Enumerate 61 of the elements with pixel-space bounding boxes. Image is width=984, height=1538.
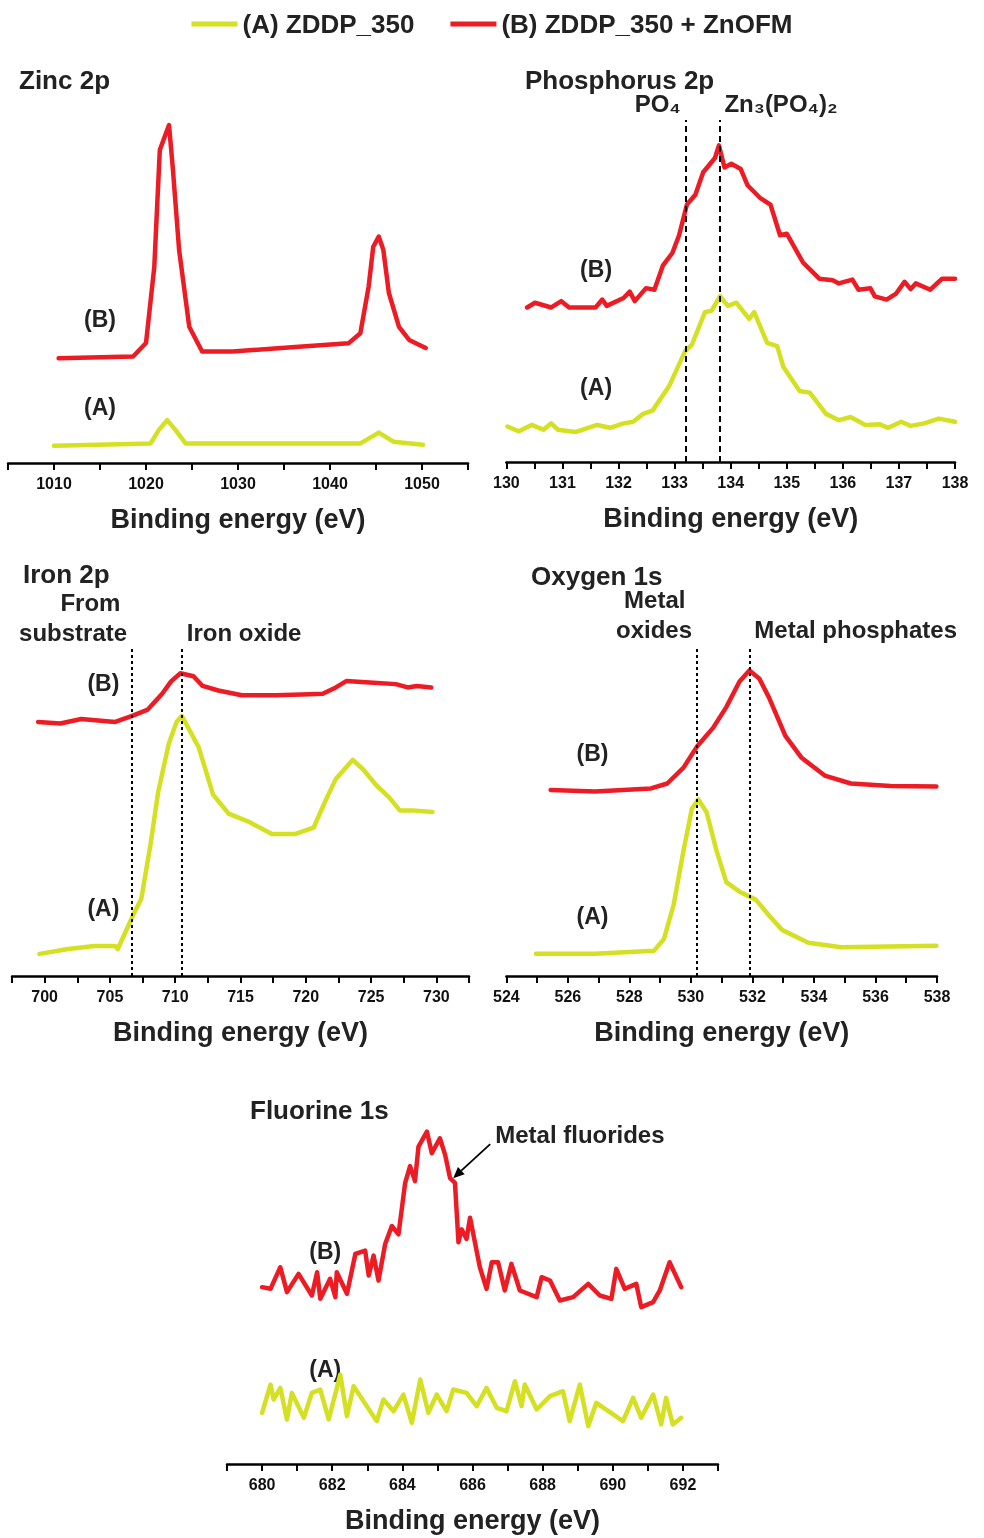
annotation: (A) [576, 902, 609, 929]
x-tick-label: 131 [549, 473, 576, 491]
x-tick-label: 1020 [128, 474, 164, 492]
x-tick-label: 130 [493, 473, 520, 491]
annotation: (B) [576, 740, 609, 767]
x-tick-label: 1050 [404, 474, 440, 492]
annotation: (A) [580, 374, 613, 401]
x-tick-label: 725 [357, 987, 385, 1005]
ref-line-label: Metal phosphates [754, 615, 958, 643]
x-tick-label: 690 [599, 1475, 627, 1493]
x-tick-label: 138 [941, 473, 969, 491]
x-tick-label: 532 [739, 987, 766, 1005]
ref-line-label: Iron oxide [186, 618, 302, 646]
x-axis-title: Binding energy (eV) [594, 1016, 850, 1047]
x-axis-title: Binding energy (eV) [110, 503, 366, 534]
x-axis-title: Binding energy (eV) [112, 1016, 369, 1047]
x-tick-label: 720 [292, 987, 320, 1005]
x-tick-label: 137 [885, 473, 913, 491]
ref-line-label: From substrate [19, 588, 128, 646]
legend-label: (A) ZDDP_350 [242, 9, 415, 39]
x-tick-label: 534 [800, 987, 828, 1005]
x-tick-label: 715 [227, 987, 254, 1005]
x-tick-label: 682 [318, 1475, 346, 1493]
x-tick-label: 700 [31, 987, 59, 1005]
chart-title: Fluorine 1s [250, 1095, 389, 1125]
annotation: (B) [309, 1237, 342, 1264]
x-tick-label: 134 [717, 473, 745, 491]
x-tick-label: 530 [677, 987, 705, 1005]
x-tick-label: 730 [423, 987, 450, 1005]
x-tick-label: 1010 [36, 474, 72, 492]
x-tick-label: 526 [554, 987, 582, 1005]
chart-title: Iron 2p [23, 559, 110, 589]
x-tick-label: 133 [661, 473, 689, 491]
x-tick-label: 686 [459, 1475, 486, 1493]
x-tick-label: 524 [493, 987, 520, 1005]
annotation: (A) [84, 393, 116, 420]
x-tick-label: 538 [923, 987, 951, 1005]
annotation: (B) [84, 306, 116, 333]
x-tick-label: 688 [529, 1475, 557, 1493]
x-tick-label: 705 [96, 987, 124, 1005]
x-tick-label: 135 [773, 473, 801, 491]
chart-title: Zinc 2p [19, 65, 111, 95]
x-tick-label: 136 [829, 473, 857, 491]
annotation: Metal fluorides [495, 1120, 665, 1148]
x-tick-label: 710 [161, 987, 189, 1005]
x-axis-title: Binding energy (eV) [344, 1504, 601, 1535]
x-tick-label: 1030 [220, 474, 256, 492]
x-tick-label: 132 [605, 473, 632, 491]
annotation: (A) [87, 895, 120, 922]
x-axis-title: Binding energy (eV) [603, 502, 859, 533]
x-tick-label: 680 [248, 1475, 276, 1493]
ref-line-label: Zn₃(PO₄)₂ [724, 89, 838, 117]
annotation: (B) [87, 669, 120, 696]
x-tick-label: 684 [389, 1475, 416, 1493]
x-tick-label: 692 [669, 1475, 697, 1493]
x-tick-label: 536 [862, 987, 889, 1005]
legend-label: (B) ZDDP_350 + ZnOFM [501, 9, 793, 39]
x-tick-label: 528 [616, 987, 643, 1005]
annotation: (A) [309, 1355, 342, 1382]
x-tick-label: 1040 [312, 474, 348, 492]
annotation: (B) [580, 255, 613, 282]
